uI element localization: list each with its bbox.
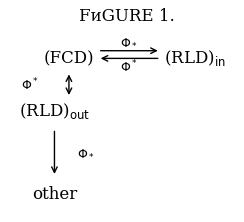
Text: $\Phi^*$: $\Phi^*$: [120, 59, 138, 75]
Text: $\Phi_*$: $\Phi_*$: [120, 36, 138, 48]
Text: other: other: [32, 186, 77, 203]
Text: (FCD): (FCD): [44, 50, 94, 67]
Text: $\Phi^*$: $\Phi^*$: [21, 77, 39, 93]
Text: FᴎGURE 1.: FᴎGURE 1.: [79, 8, 175, 25]
Text: $\Phi_*$: $\Phi_*$: [77, 146, 95, 159]
Text: (RLD)$_{\mathrm{out}}$: (RLD)$_{\mathrm{out}}$: [19, 101, 90, 121]
Text: (RLD)$_{\mathrm{in}}$: (RLD)$_{\mathrm{in}}$: [163, 48, 225, 68]
